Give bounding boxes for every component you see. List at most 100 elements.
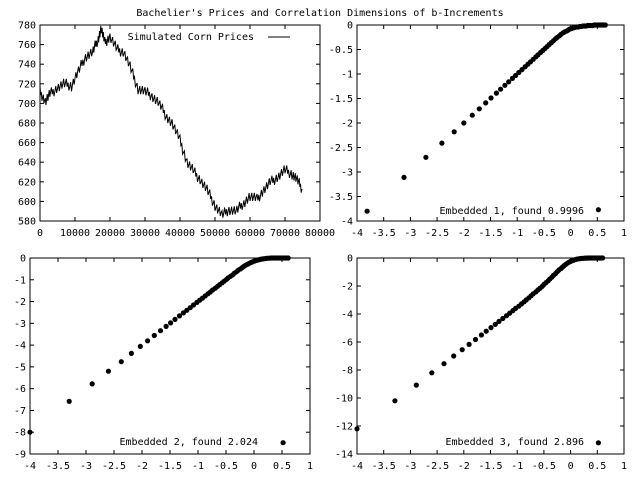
- x-tick-label: -2: [458, 461, 470, 472]
- x-tick-label: -2.5: [102, 461, 126, 472]
- data-point: [172, 316, 178, 322]
- data-point: [145, 338, 151, 344]
- y-tick-label: -6: [14, 384, 26, 395]
- y-tick-label: -2.5: [329, 143, 353, 154]
- x-tick-label: -2.5: [425, 228, 449, 239]
- figure-title: Bachelier's Prices and Correlation Dimen…: [136, 8, 503, 19]
- x-tick-label: 40000: [165, 228, 195, 239]
- legend-label: Embedded 1, found 0.9996: [440, 206, 585, 217]
- y-tick-label: -12: [335, 422, 353, 433]
- x-tick-label: -2: [136, 461, 148, 472]
- x-tick-label: -4: [24, 461, 36, 472]
- x-tick-label: 1: [307, 461, 313, 472]
- plot-frame: [29, 257, 311, 455]
- x-tick-label: -1.5: [478, 228, 502, 239]
- data-point: [602, 22, 608, 28]
- y-tick-label: -8: [14, 428, 26, 439]
- legend-label: Embedded 2, found 2.024: [120, 437, 258, 448]
- x-tick-label: -1.5: [158, 461, 182, 472]
- price-series: [39, 25, 303, 218]
- y-tick-label: 640: [18, 158, 36, 169]
- y-tick-label: -9: [14, 450, 26, 461]
- data-point: [439, 140, 445, 146]
- legend-label: Embedded 3, found 2.896: [446, 437, 584, 448]
- axis-ticks: -4 -3.5 -3 -2.5 -2 -1.5 -1 -0.5 0 0.5 1 -4 -3.5 -3 -2.…: [329, 21, 627, 240]
- x-tick-label: 0: [568, 228, 574, 239]
- y-tick-label: 0: [347, 254, 353, 265]
- data-point: [492, 321, 498, 327]
- y-tick-label: -2: [14, 297, 26, 308]
- data-point: [472, 336, 479, 343]
- y-tick-label: -4: [341, 310, 353, 321]
- x-tick-label: -3.5: [372, 228, 396, 239]
- legend-key-marker: [280, 440, 286, 446]
- data-point: [478, 332, 484, 338]
- x-tick-label: -1.5: [478, 461, 502, 472]
- data-point: [483, 328, 489, 334]
- y-tick-label: 780: [18, 21, 36, 32]
- panel-embedded-2: -4 -3.5 -3 -2.5 -2 -1.5 -1 -0.5 0 0.5 1 -9 -8 -7 -6 -5 -…: [14, 254, 313, 473]
- y-tick-label: 680: [18, 119, 36, 130]
- y-tick-label: -1: [14, 275, 26, 286]
- x-tick-label: 0: [37, 228, 43, 239]
- y-tick-label: 720: [18, 79, 36, 90]
- plot-frame: [356, 257, 625, 455]
- data-point: [451, 129, 457, 135]
- data-point: [441, 361, 447, 367]
- y-tick-label: -8: [341, 366, 353, 377]
- x-tick-label: -3: [404, 461, 416, 472]
- data-point: [401, 174, 407, 180]
- data-point: [506, 79, 512, 85]
- x-tick-label: -0.5: [532, 461, 556, 472]
- panel-embedded-1: -4 -3.5 -3 -2.5 -2 -1.5 -1 -0.5 0 0.5 1 -4 -3.5 -3 -2.…: [329, 21, 627, 240]
- x-tick-label: 70000: [270, 228, 300, 239]
- plot-frame: [356, 24, 625, 222]
- data-point: [413, 382, 419, 388]
- y-tick-label: 620: [18, 177, 36, 188]
- y-tick-label: -3.5: [329, 192, 353, 203]
- y-tick-label: 0: [20, 254, 26, 265]
- x-tick-label: 0: [251, 461, 257, 472]
- x-tick-label: -4: [351, 461, 363, 472]
- x-tick-label: 0.5: [588, 228, 606, 239]
- data-point: [496, 318, 502, 324]
- data-point: [502, 82, 508, 88]
- data-point: [151, 332, 157, 339]
- x-tick-label: -0.5: [214, 461, 238, 472]
- x-tick-label: 0: [568, 461, 574, 472]
- y-tick-label: -3: [14, 319, 26, 330]
- x-tick-label: 0.5: [588, 461, 606, 472]
- y-tick-label: 660: [18, 138, 36, 149]
- data-point: [488, 95, 494, 101]
- data-point: [176, 313, 183, 319]
- x-tick-label: 60000: [235, 228, 265, 239]
- x-tick-label: -3.5: [372, 461, 396, 472]
- panel-price: 0 10000 20000 30000 40000 50000 60000 70000 8000…: [18, 21, 335, 240]
- y-tick-label: -14: [335, 450, 353, 461]
- y-tick-label: -3: [341, 168, 353, 179]
- y-tick-label: 740: [18, 60, 36, 71]
- x-tick-label: 50000: [200, 228, 230, 239]
- y-tick-label: 600: [18, 197, 36, 208]
- x-tick-label: 30000: [130, 228, 160, 239]
- data-point: [285, 255, 291, 261]
- data-point: [476, 106, 482, 112]
- x-tick-label: 0.5: [273, 461, 291, 472]
- data-point: [168, 320, 174, 326]
- x-tick-label: 10000: [60, 228, 90, 239]
- data-point: [66, 398, 72, 404]
- data-point: [429, 370, 435, 376]
- data-point: [500, 315, 506, 322]
- x-tick-label: 1: [621, 461, 627, 472]
- data-point: [157, 328, 164, 334]
- price-line: [39, 25, 303, 218]
- y-tick-label: -1.5: [329, 94, 353, 105]
- data-point: [459, 347, 465, 353]
- data-point: [163, 323, 169, 329]
- data-point: [469, 112, 475, 118]
- data-point: [354, 426, 360, 432]
- data-point: [498, 86, 504, 92]
- data-point: [137, 343, 143, 349]
- data-point: [466, 341, 472, 347]
